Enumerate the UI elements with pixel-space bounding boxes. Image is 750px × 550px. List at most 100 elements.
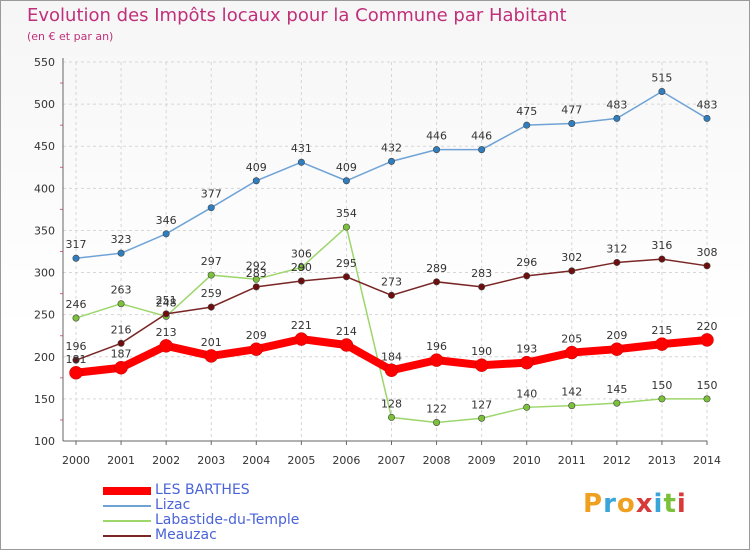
logo-letter: P [583, 489, 604, 519]
data-point-lizac [72, 254, 80, 262]
data-point-lizac [568, 119, 576, 127]
data-point-meauzac [433, 278, 441, 286]
data-label-meauzac: 290 [291, 261, 312, 274]
data-point-lizac [703, 114, 711, 122]
data-point-lizac [613, 114, 621, 122]
data-label-meauzac: 216 [111, 323, 132, 336]
series [69, 87, 714, 426]
data-point-labastide-du-temple [523, 403, 531, 411]
data-label-lizac: 515 [651, 71, 672, 84]
legend-label: LES BARTHES [155, 482, 250, 498]
data-label-labastide-du-temple: 354 [336, 207, 357, 220]
chart-title: Evolution des Impôts locaux pour la Comm… [27, 5, 567, 26]
logo-letter: x [635, 489, 654, 519]
data-point-meauzac [342, 273, 350, 281]
data-label-labastide-du-temple: 145 [606, 383, 627, 396]
data-label-labastide-du-temple: 127 [471, 398, 492, 411]
data-label-lizac: 446 [471, 130, 492, 143]
data-point-lizac [387, 157, 395, 165]
data-label-meauzac: 289 [426, 262, 447, 275]
data-label-labastide-du-temple: 142 [561, 386, 582, 399]
data-label-les-barthes: 190 [471, 345, 492, 358]
data-point-les-barthes [474, 358, 489, 372]
x-tick-label: 2008 [423, 454, 451, 467]
data-point-les-barthes [159, 339, 173, 353]
data-point-meauzac [658, 255, 666, 263]
data-point-meauzac [613, 258, 621, 266]
data-label-meauzac: 251 [156, 294, 177, 307]
grid [63, 61, 708, 441]
logo-letter: i [653, 489, 664, 519]
data-point-lizac [162, 230, 170, 238]
data-point-labastide-du-temple [658, 395, 666, 403]
data-label-meauzac: 312 [606, 242, 627, 255]
chart-subtitle: (en € et par an) [27, 30, 114, 43]
data-label-les-barthes: 205 [561, 333, 582, 346]
legend-swatch [103, 487, 151, 495]
data-label-les-barthes: 184 [381, 350, 402, 363]
data-point-meauzac [297, 277, 305, 285]
data-label-labastide-du-temple: 140 [516, 387, 537, 400]
data-label-les-barthes: 209 [246, 329, 267, 342]
x-tick-label: 2002 [152, 454, 180, 467]
data-point-les-barthes [384, 363, 399, 378]
data-point-lizac [658, 87, 666, 95]
x-tick-label: 2006 [332, 454, 360, 467]
data-point-labastide-du-temple [297, 264, 305, 272]
y-tick-label: 150 [34, 393, 55, 406]
y-tick-label: 450 [34, 140, 55, 153]
data-label-lizac: 483 [697, 98, 718, 111]
data-label-les-barthes: 221 [291, 319, 312, 332]
data-point-lizac [433, 146, 441, 154]
data-label-les-barthes: 181 [66, 353, 87, 366]
legend-swatch [103, 520, 151, 522]
data-label-meauzac: 259 [201, 287, 222, 300]
data-label-labastide-du-temple: 246 [66, 298, 87, 311]
data-point-meauzac [117, 339, 125, 347]
data-label-labastide-du-temple: 122 [426, 402, 447, 415]
logo-letter: t [663, 489, 677, 519]
data-label-lizac: 409 [336, 161, 357, 174]
data-point-lizac [207, 204, 215, 212]
y-tick-label: 300 [34, 267, 55, 280]
data-point-labastide-du-temple [568, 402, 576, 410]
data-label-meauzac: 196 [66, 340, 87, 353]
data-point-meauzac [478, 283, 486, 291]
logo-letter: r [603, 489, 617, 519]
y-tick-label: 400 [34, 182, 55, 195]
x-tick-label: 2001 [107, 454, 135, 467]
data-label-meauzac: 296 [516, 256, 537, 269]
data-label-meauzac: 283 [471, 267, 492, 280]
data-label-les-barthes: 209 [606, 329, 627, 342]
data-label-lizac: 432 [381, 141, 402, 154]
data-point-les-barthes [294, 332, 309, 346]
x-tick-label: 2014 [693, 454, 721, 467]
data-point-les-barthes [249, 342, 264, 356]
x-tick-label: 2012 [603, 454, 631, 467]
data-point-les-barthes [429, 353, 444, 367]
y-tick-label: 250 [34, 309, 55, 322]
x-tick-label: 2005 [287, 454, 315, 467]
data-label-meauzac: 308 [697, 246, 718, 259]
data-point-les-barthes [565, 345, 579, 360]
legend-swatch [103, 505, 151, 507]
data-label-meauzac: 302 [561, 251, 582, 264]
data-point-les-barthes [204, 349, 218, 363]
y-tick-label: 350 [34, 224, 55, 237]
data-label-labastide-du-temple: 150 [651, 379, 672, 392]
data-point-les-barthes [519, 355, 534, 370]
data-label-les-barthes: 196 [426, 340, 447, 353]
y-tick-label: 200 [34, 351, 55, 364]
data-point-labastide-du-temple [387, 413, 395, 421]
data-label-lizac: 323 [111, 233, 132, 246]
data-point-labastide-du-temple [613, 399, 621, 407]
data-point-les-barthes [700, 333, 714, 347]
data-point-meauzac [703, 262, 711, 270]
data-point-meauzac [523, 272, 531, 280]
data-label-meauzac: 283 [246, 267, 267, 280]
data-label-labastide-du-temple: 306 [291, 248, 312, 261]
data-point-labastide-du-temple [252, 275, 260, 283]
data-point-meauzac [207, 303, 215, 311]
data-point-labastide-du-temple [342, 223, 350, 231]
data-label-lizac: 431 [291, 142, 312, 155]
